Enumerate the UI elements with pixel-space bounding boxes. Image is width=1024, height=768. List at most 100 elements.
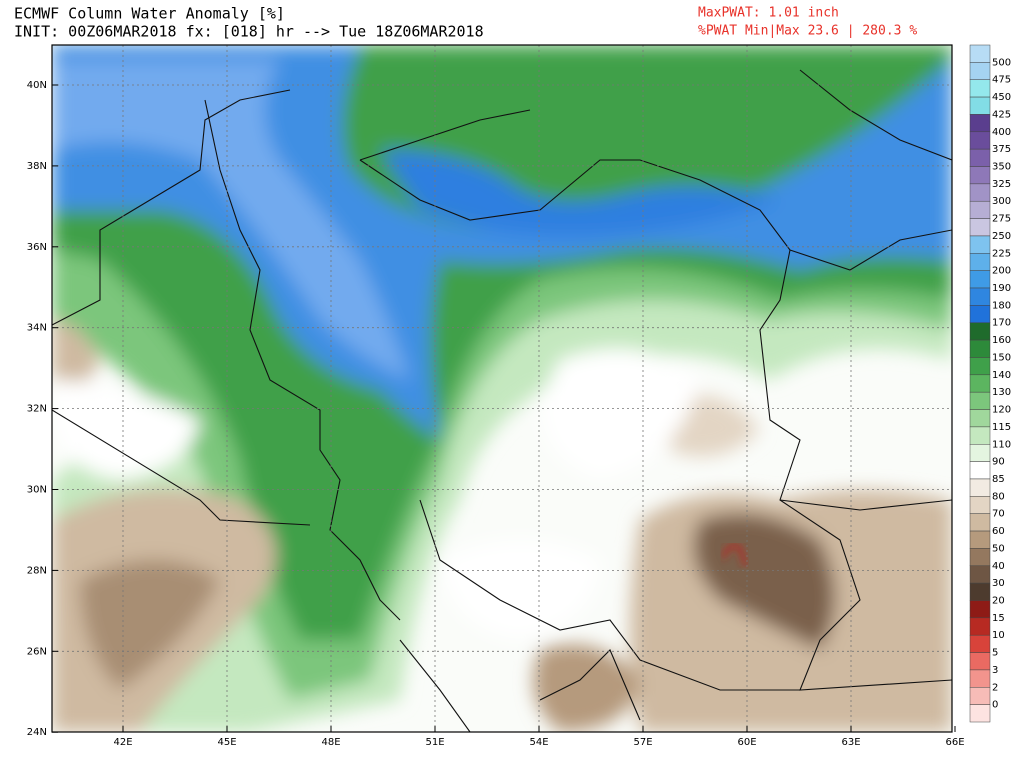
colorbar-label: 15	[992, 613, 1005, 624]
colorbar-label: 85	[992, 474, 1005, 485]
colorbar-box	[969, 669, 991, 688]
lon-label: 48E	[321, 737, 340, 748]
colorbar-box	[969, 634, 991, 653]
colorbar-box	[969, 409, 991, 428]
lon-label: 66E	[945, 737, 964, 748]
colorbar-label: 225	[992, 248, 1011, 259]
colorbar-box	[969, 218, 991, 237]
colorbar-label: 20	[992, 595, 1005, 606]
colorbar-label: 50	[992, 543, 1005, 554]
lat-label: 28N	[27, 565, 47, 576]
colorbar-box	[969, 704, 991, 723]
colorbar-box	[969, 79, 991, 98]
colorbar-label: 110	[992, 439, 1011, 450]
colorbar-label: 130	[992, 387, 1011, 398]
colorbar-label: 120	[992, 405, 1011, 416]
colorbar-label: 5	[992, 648, 998, 659]
colorbar-box	[969, 114, 991, 133]
colorbar-box	[969, 322, 991, 341]
colorbar-box	[969, 461, 991, 480]
lat-label: 24N	[27, 727, 47, 738]
colorbar-box	[969, 270, 991, 289]
colorbar-label: 500	[992, 57, 1011, 68]
colorbar-box	[969, 131, 991, 150]
colorbar-box	[969, 513, 991, 532]
lon-label: 63E	[841, 737, 860, 748]
lat-label: 38N	[27, 161, 47, 172]
colorbar-label: 3	[992, 665, 998, 676]
title: ECMWF Column Water Anomaly [%]	[14, 5, 285, 23]
colorbar-label: 115	[992, 422, 1011, 433]
colorbar-label: 70	[992, 509, 1005, 520]
lon-label: 45E	[217, 737, 236, 748]
colorbar-box	[969, 44, 991, 63]
colorbar-box	[969, 565, 991, 584]
colorbar-label: 425	[992, 109, 1011, 120]
lon-label: 60E	[737, 737, 756, 748]
colorbar-box	[969, 687, 991, 705]
colorbar-box	[969, 444, 991, 462]
colorbar-label: 170	[992, 318, 1011, 329]
colorbar-box	[969, 617, 991, 636]
colorbar-box	[969, 357, 991, 376]
colorbar-label: 10	[992, 630, 1005, 641]
colorbar-label: 250	[992, 231, 1011, 242]
colorbar-box	[969, 391, 991, 410]
lon-label: 51E	[425, 737, 444, 748]
colorbar-label: 375	[992, 144, 1011, 155]
colorbar-box	[969, 305, 991, 323]
min-max: %PWAT Min|Max 23.6 | 280.3 %	[698, 24, 917, 39]
max-pwat: MaxPWAT: 1.01 inch	[698, 6, 839, 21]
colorbar-label: 300	[992, 196, 1011, 207]
colorbar-box	[969, 166, 991, 185]
colorbar-label: 160	[992, 335, 1011, 346]
colorbar-label: 180	[992, 300, 1011, 311]
lat-label: 40N	[27, 80, 47, 91]
colorbar-label: 190	[992, 283, 1011, 294]
colorbar-box	[969, 478, 991, 497]
lat-label: 34N	[27, 323, 47, 334]
colorbar-box	[969, 253, 991, 271]
colorbar-label: 325	[992, 179, 1011, 190]
colorbar-label: 200	[992, 266, 1011, 277]
map	[52, 45, 952, 732]
lon-label: 42E	[113, 737, 132, 748]
colorbar-box	[969, 530, 991, 549]
colorbar-label: 2	[992, 682, 998, 693]
colorbar-box	[969, 62, 991, 80]
colorbar-box	[969, 374, 991, 393]
colorbar-label: 90	[992, 457, 1005, 468]
colorbar-label: 40	[992, 561, 1005, 572]
colorbar-box	[969, 235, 991, 254]
colorbar-box	[969, 148, 991, 167]
colorbar-box	[969, 600, 991, 619]
colorbar-box	[969, 287, 991, 306]
lon-label: 57E	[633, 737, 652, 748]
colorbar-box	[969, 548, 991, 567]
colorbar-label: 30	[992, 578, 1005, 589]
colorbar-box	[969, 96, 991, 115]
colorbar-label: 140	[992, 370, 1011, 381]
lat-label: 32N	[27, 404, 47, 415]
colorbar-label: 150	[992, 352, 1011, 363]
colorbar-label: 350	[992, 162, 1011, 173]
colorbar-label: 475	[992, 75, 1011, 86]
map-frame	[51, 44, 953, 733]
lat-label: 36N	[27, 242, 47, 253]
colorbar-box	[969, 426, 991, 445]
colorbar-label: 450	[992, 92, 1011, 103]
colorbar-label: 400	[992, 127, 1011, 138]
lon-label: 54E	[529, 737, 548, 748]
lat-label: 26N	[27, 646, 47, 657]
colorbar-box	[969, 183, 991, 202]
colorbar-box	[969, 200, 991, 219]
colorbar-label: 80	[992, 491, 1005, 502]
init-line: INIT: 00Z06MAR2018 fx: [018] hr --> Tue …	[14, 23, 484, 41]
colorbar-box	[969, 339, 991, 358]
colorbar-box	[969, 582, 991, 601]
colorbar-label: 0	[992, 700, 998, 711]
colorbar-label: 275	[992, 214, 1011, 225]
colorbar-box	[969, 496, 991, 514]
colorbar-box	[969, 652, 991, 671]
